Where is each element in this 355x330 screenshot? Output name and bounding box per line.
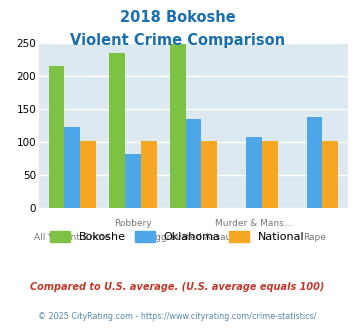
Bar	[246, 137, 262, 208]
Text: Rape: Rape	[303, 233, 326, 242]
Bar	[80, 141, 96, 208]
Text: Robbery: Robbery	[114, 219, 152, 228]
Bar	[49, 66, 65, 208]
Bar	[109, 53, 125, 208]
Bar	[65, 127, 80, 208]
Legend: Bokoshe, Oklahoma, National: Bokoshe, Oklahoma, National	[45, 227, 310, 247]
Bar	[322, 141, 338, 208]
Bar	[186, 119, 201, 208]
Text: © 2025 CityRating.com - https://www.cityrating.com/crime-statistics/: © 2025 CityRating.com - https://www.city…	[38, 312, 317, 321]
Text: 2018 Bokoshe: 2018 Bokoshe	[120, 10, 235, 25]
Bar	[201, 141, 217, 208]
Text: Violent Crime Comparison: Violent Crime Comparison	[70, 33, 285, 48]
Text: All Violent Crime: All Violent Crime	[34, 233, 110, 242]
Bar	[125, 154, 141, 208]
Bar	[262, 141, 278, 208]
Text: Murder & Mans...: Murder & Mans...	[215, 219, 293, 228]
Bar	[141, 141, 157, 208]
Bar	[170, 44, 186, 208]
Text: Compared to U.S. average. (U.S. average equals 100): Compared to U.S. average. (U.S. average …	[30, 282, 325, 292]
Text: Aggravated Assault: Aggravated Assault	[149, 233, 238, 242]
Bar	[307, 117, 322, 208]
